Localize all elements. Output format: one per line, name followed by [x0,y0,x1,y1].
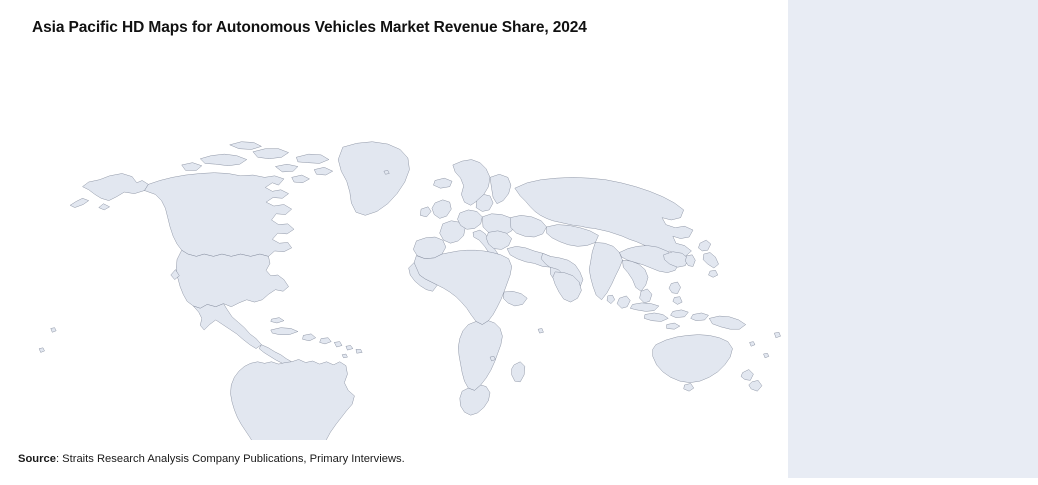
world-map-svg [38,141,781,440]
source-label: Source [18,453,56,465]
source-text: : Straits Research Analysis Company Publ… [55,453,405,465]
page-title: Asia Pacific HD Maps for Autonomous Vehi… [32,19,587,36]
map-landmasses [38,141,781,440]
stat-panel: 26.45% Asia Pacific HD Maps for Autonomo… [788,0,1038,478]
source-note: Source: Straits Research Analysis Compan… [18,453,405,465]
world-map [8,72,783,440]
